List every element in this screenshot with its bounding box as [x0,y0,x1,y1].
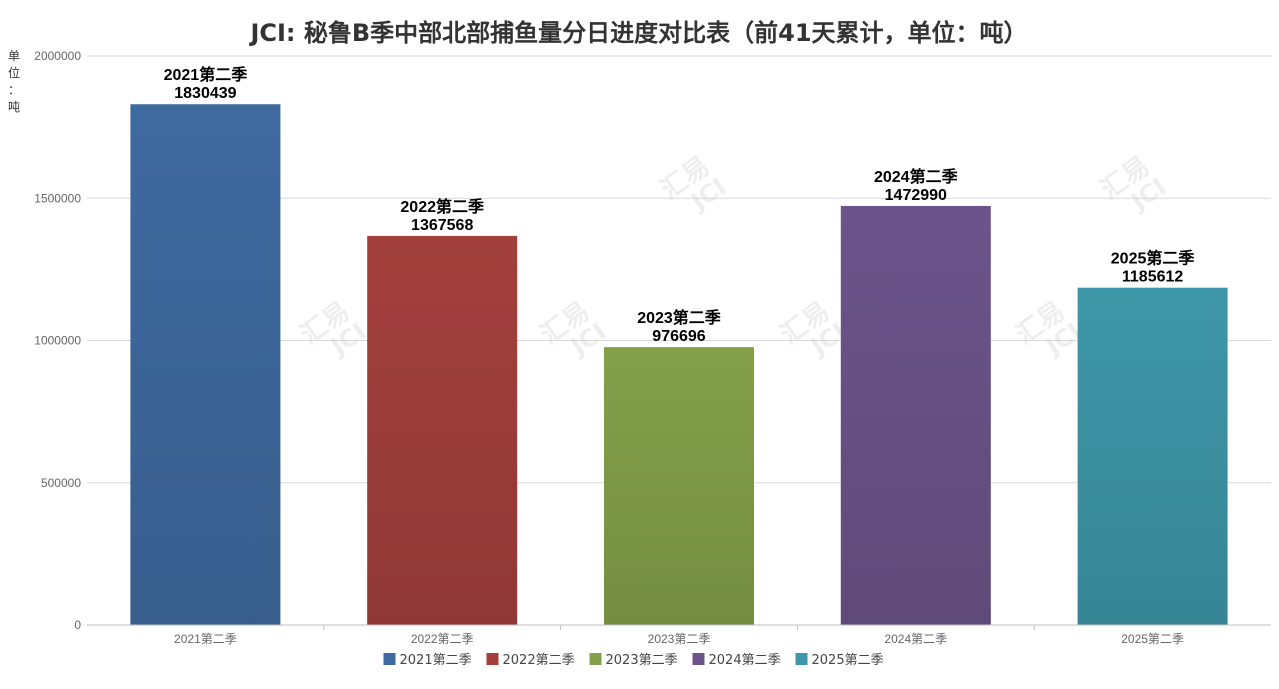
legend-swatch [795,653,808,665]
x-tick-label: 2022第二季 [411,632,474,646]
data-label-category: 2023第二季 [637,308,722,327]
bar-shade [604,347,754,625]
bars [130,104,1228,626]
legend-label: 2025第二季 [812,653,884,668]
legend-swatch [589,653,602,665]
legend-item[interactable]: 2025第二季 [795,653,884,668]
x-tick-label: 2021第二季 [174,632,237,646]
y-tick-label: 1000000 [34,334,81,348]
x-tick-label: 2024第二季 [884,632,947,646]
data-label-category: 2025第二季 [1111,249,1196,268]
data-label-category: 2022第二季 [400,197,485,216]
chart-title: JCI: 秘鲁B季中部北部捕鱼量分日进度对比表（前41天累计，单位：吨） [248,19,1027,47]
y-tick-label: 0 [74,618,81,632]
legend-item[interactable]: 2024第二季 [692,653,781,668]
legend-item[interactable]: 2022第二季 [486,653,575,668]
y-tick-label: 1500000 [34,191,81,205]
legend-item[interactable]: 2023第二季 [589,653,678,668]
legend-item[interactable]: 2021第二季 [383,653,472,668]
bar-shade [840,205,991,626]
y-tick-label: 2000000 [34,49,81,63]
legend-label: 2022第二季 [503,653,575,668]
data-label-value: 976696 [652,328,705,345]
data-label-value: 1830439 [174,85,236,102]
x-tick-label: 2023第二季 [648,632,711,646]
legend-label: 2023第二季 [606,653,678,668]
bar-shade [130,104,281,625]
legend-swatch [486,653,499,665]
x-tick-label: 2025第二季 [1121,632,1184,646]
y-axis-label: 单位：吨 [8,49,20,114]
y-tick-label: 500000 [41,476,81,490]
bar-shade [1077,287,1228,625]
legend-swatch [383,653,396,665]
legend-swatch [692,653,705,665]
axes: 0 500000 1000000 1500000 2000000 2021第二季 2022第… [34,49,1271,646]
data-label-category: 2021第二季 [164,65,249,84]
legend: 2021第二季 2022第二季 2023第二季 2024第二季 2025第二季 [383,653,884,668]
data-label-category: 2024第二季 [874,167,959,186]
legend-label: 2024第二季 [709,653,781,668]
data-label-value: 1367568 [411,217,473,234]
bar-shade [367,235,518,625]
data-label-value: 1472990 [885,187,947,204]
legend-label: 2021第二季 [400,653,472,668]
data-label-value: 1185612 [1122,269,1184,286]
